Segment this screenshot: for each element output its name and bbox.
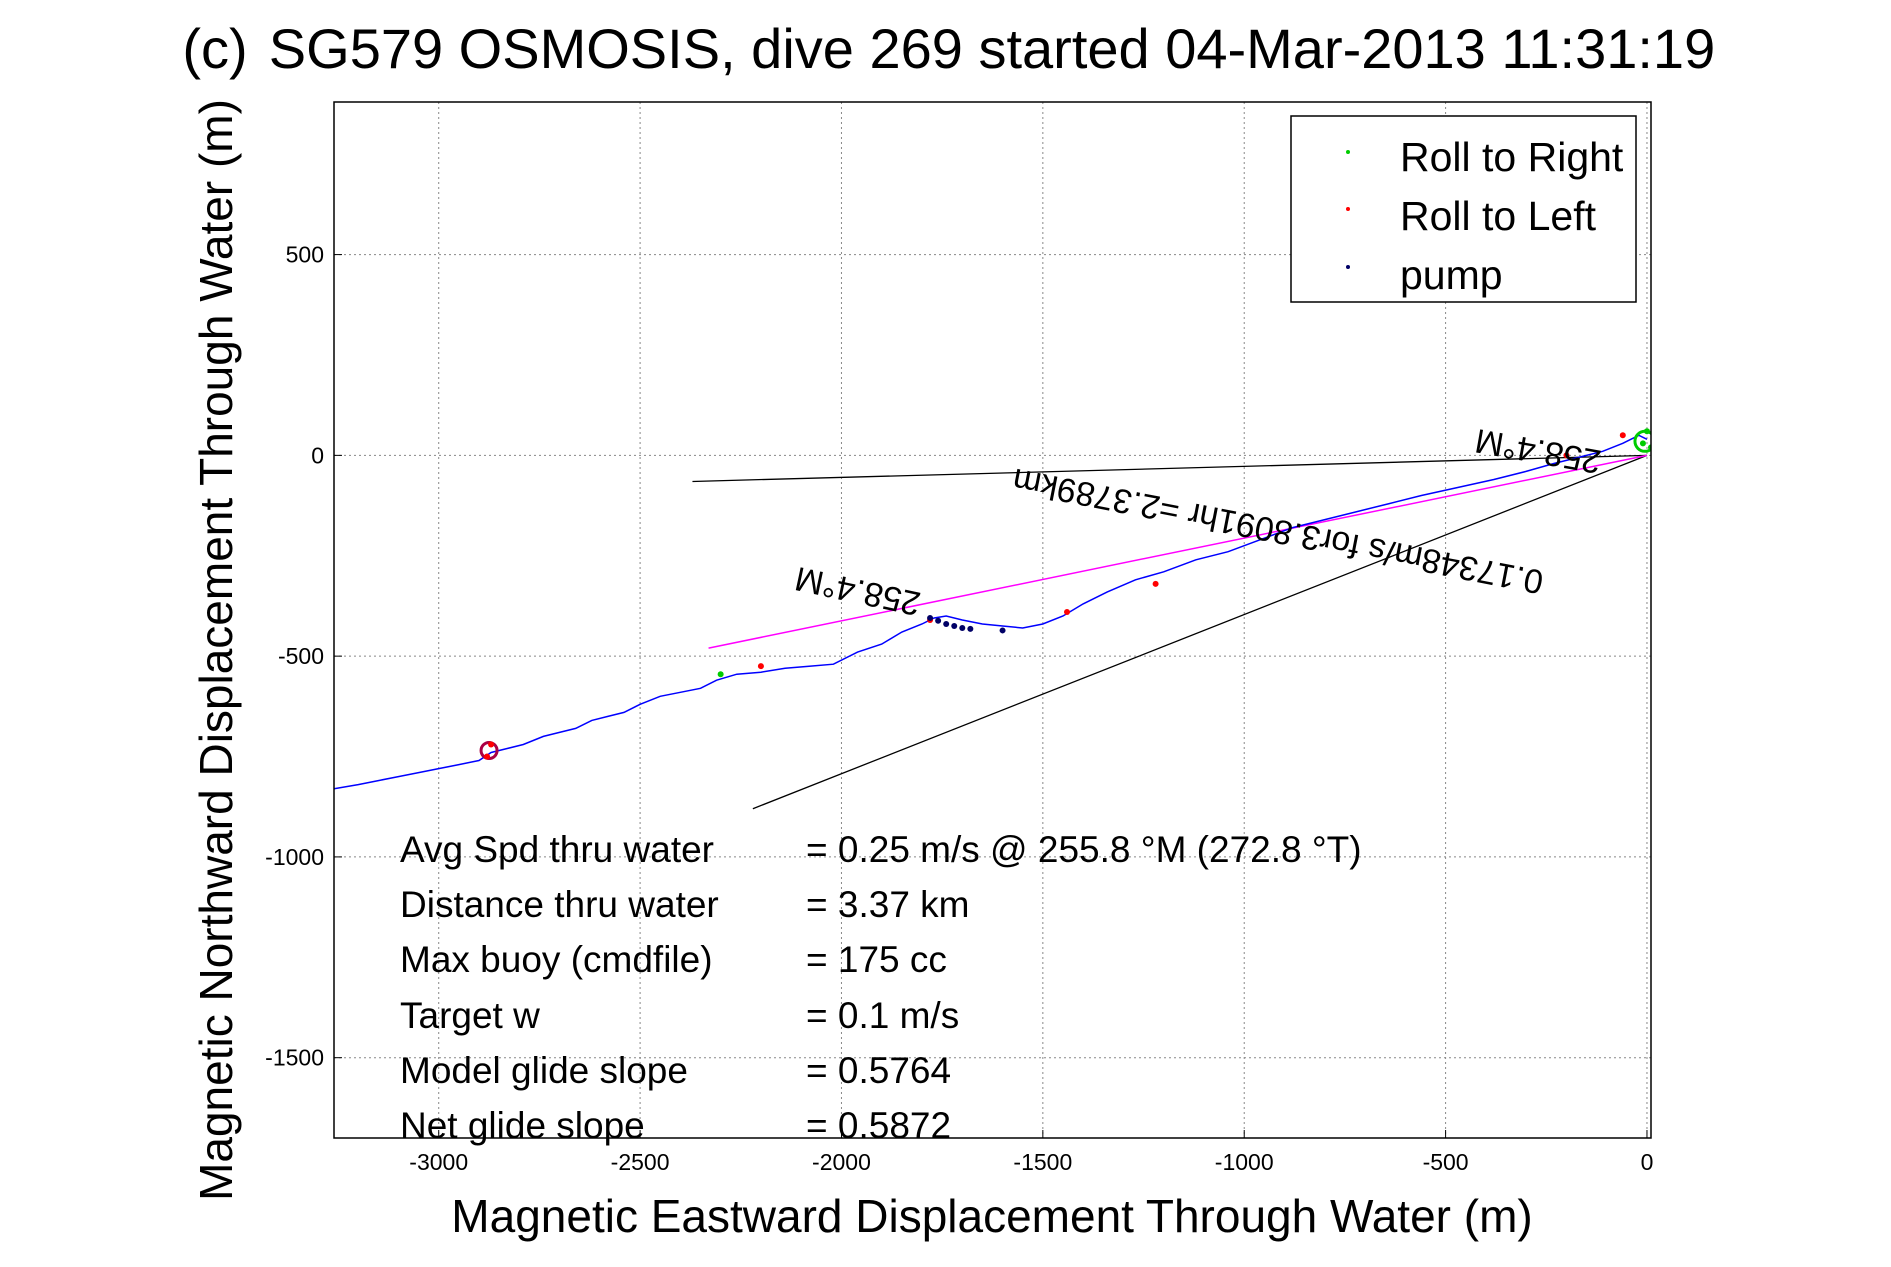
stats-value-distance: = 3.37 km [806, 884, 970, 925]
roll-left-point [1152, 580, 1159, 587]
y-tick-label: -500 [278, 643, 324, 669]
roll-left-point [757, 663, 764, 670]
pump-point [927, 614, 934, 621]
roll-left-point [1064, 608, 1071, 615]
roll-left-point [1619, 432, 1626, 439]
legend-label-roll-left: Roll to Left [1400, 193, 1597, 239]
stats-label-net-glide: Net glide slope [400, 1105, 645, 1146]
y-tick-label: 500 [286, 242, 324, 268]
legend-marker-pump [1346, 265, 1350, 269]
pump-point [943, 621, 950, 628]
stats-value-avg-spd: = 0.25 m/s @ 255.8 °M (272.8 °T) [806, 829, 1362, 870]
stats-label-distance: Distance thru water [400, 884, 719, 925]
pump-point [935, 617, 942, 624]
x-tick-label: -2500 [611, 1149, 670, 1175]
heading-line [708, 454, 1648, 649]
roll-right-point [717, 671, 724, 678]
roll-right-point [1639, 440, 1646, 447]
roll-left-point [488, 741, 495, 748]
x-tick-label: -3000 [409, 1149, 468, 1175]
reference-line [692, 454, 1647, 483]
pump-point [959, 625, 966, 632]
legend-label-roll-right: Roll to Right [1400, 134, 1624, 180]
x-tick-label: -500 [1423, 1149, 1469, 1175]
stats-block: Avg Spd thru water = 0.25 m/s @ 255.8 °M… [400, 829, 1362, 1146]
x-tick-label: -2000 [812, 1149, 871, 1175]
roll-left-point [1563, 452, 1570, 459]
track-line [334, 434, 1648, 790]
x-tick-label: -1500 [1013, 1149, 1072, 1175]
chart-title: SG579 OSMOSIS, dive 269 started 04-Mar-2… [269, 17, 1715, 80]
roll-left-point [484, 753, 491, 760]
reference-line [752, 454, 1648, 810]
stats-label-model-glide: Model glide slope [400, 1050, 688, 1091]
stats-value-net-glide: = 0.5872 [806, 1105, 951, 1146]
x-tick-label: 0 [1641, 1149, 1654, 1175]
y-axis-label: Magnetic Northward Displacement Through … [190, 99, 242, 1201]
y-tick-label: 0 [311, 442, 324, 468]
pump-point [999, 627, 1006, 634]
pump-point [951, 623, 958, 630]
legend-marker-roll-right [1346, 150, 1350, 154]
legend-label-pump: pump [1400, 252, 1503, 298]
pump-point [967, 625, 974, 632]
stats-value-model-glide: = 0.5764 [806, 1050, 951, 1091]
y-tick-label: -1000 [265, 844, 324, 870]
legend: Roll to Right Roll to Left pump [1290, 115, 1637, 303]
x-axis-label: Magnetic Eastward Displacement Through W… [451, 1190, 1532, 1242]
stats-label-target-w: Target w [400, 995, 540, 1036]
x-tick-label: -1000 [1215, 1149, 1274, 1175]
y-tick-label: -1500 [265, 1045, 324, 1071]
y-axis-label-overlap-glyph: (c) [182, 17, 247, 80]
stats-label-max-buoy: Max buoy (cmdfile) [400, 939, 713, 980]
stats-label-avg-spd: Avg Spd thru water [400, 829, 714, 870]
y-ticks: 500 0 -500 -1000 -1500 [265, 242, 342, 1071]
x-ticks: -3000 -2500 -2000 -1500 -1000 -500 0 [409, 1130, 1653, 1175]
reference-lines [692, 454, 1648, 810]
plot-frame [333, 101, 1652, 1139]
stats-value-target-w: = 0.1 m/s [806, 995, 959, 1036]
legend-marker-roll-left [1346, 207, 1350, 211]
stats-value-max-buoy: = 175 cc [806, 939, 947, 980]
roll-right-point [1643, 428, 1650, 435]
